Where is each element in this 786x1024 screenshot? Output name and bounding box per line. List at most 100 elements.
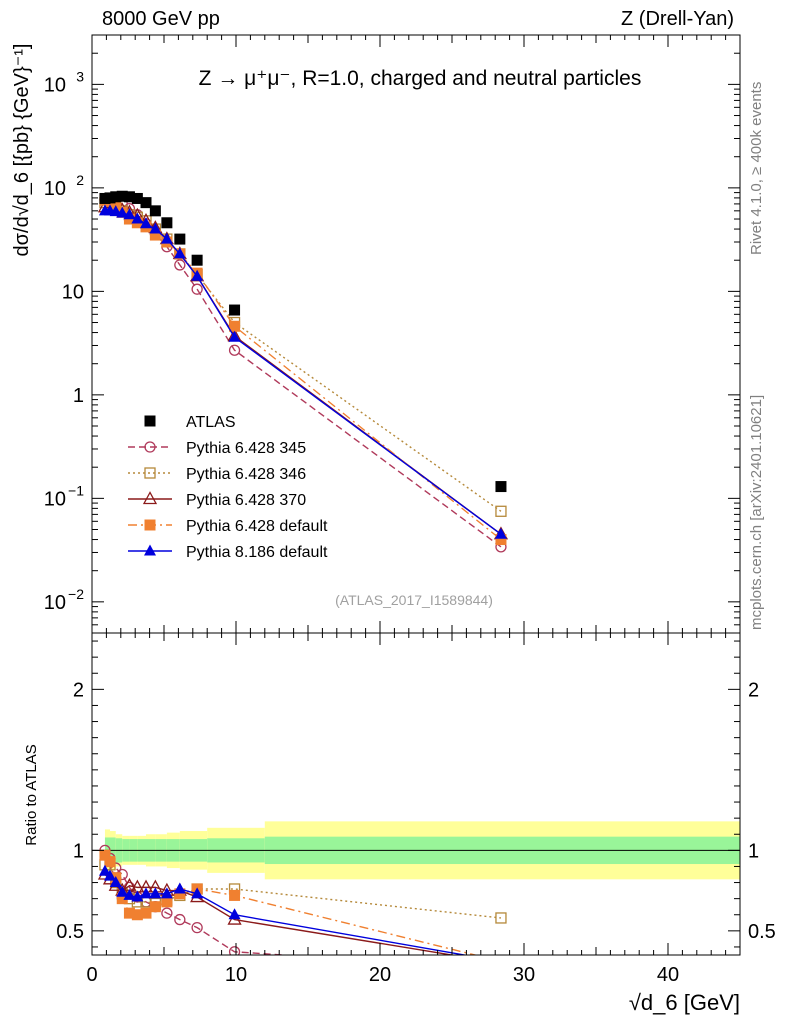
x-tick-label: 30 bbox=[513, 964, 535, 986]
legend-marker bbox=[142, 491, 158, 505]
series-line bbox=[104, 206, 502, 535]
legend-marker bbox=[144, 467, 156, 479]
series-line bbox=[104, 210, 502, 535]
data-point bbox=[123, 191, 135, 203]
data-point bbox=[116, 206, 129, 218]
ratio-frame bbox=[91, 632, 741, 956]
ratio-point bbox=[140, 907, 152, 919]
process-label: Z (Drell-Yan) bbox=[621, 8, 734, 30]
ratio-point bbox=[131, 890, 144, 902]
y-tick-label-exponent: −1 bbox=[68, 482, 84, 498]
y-tick-label: 10 bbox=[44, 592, 66, 614]
y-tick-label-exponent: 2 bbox=[76, 172, 84, 188]
data-point bbox=[495, 534, 507, 546]
ratio-y-tick-label-right: 0.5 bbox=[748, 921, 776, 943]
legend-label: Pythia 6.428 370 bbox=[186, 492, 306, 509]
y-tick-label: 1 bbox=[73, 385, 84, 407]
x-axis-label: √d_6 [GeV] bbox=[629, 990, 740, 1015]
ratio-point bbox=[140, 887, 152, 899]
ratio-y-tick-label: 1 bbox=[73, 840, 84, 862]
y-tick-label-exponent: −2 bbox=[68, 586, 84, 602]
ratio-point bbox=[116, 893, 128, 905]
legend-label: Pythia 6.428 default bbox=[186, 518, 328, 535]
ratio-point bbox=[123, 888, 136, 900]
x-tick-label: 0 bbox=[86, 964, 97, 986]
ratio-y-tick-label: 2 bbox=[73, 679, 84, 701]
data-point bbox=[104, 192, 116, 204]
data-point bbox=[494, 527, 507, 539]
data-point bbox=[495, 505, 507, 517]
y-tick-label: 10 bbox=[44, 74, 66, 96]
data-point bbox=[160, 232, 173, 244]
ratio-point bbox=[98, 864, 111, 876]
ratio-point bbox=[116, 885, 129, 897]
ratio-point bbox=[191, 887, 204, 899]
ratio-point bbox=[149, 901, 161, 913]
ratio-point bbox=[161, 907, 173, 919]
beam-label: 8000 GeV pp bbox=[102, 8, 220, 30]
data-point bbox=[131, 212, 144, 224]
data-point bbox=[116, 190, 128, 202]
ratio-point bbox=[161, 896, 173, 908]
ratio-point bbox=[228, 908, 241, 920]
data-point bbox=[228, 344, 241, 356]
ratio-point bbox=[149, 887, 162, 899]
ratio-point bbox=[174, 913, 186, 926]
legend-label: ATLAS bbox=[186, 414, 236, 431]
data-point bbox=[229, 304, 241, 316]
ratio-point bbox=[99, 849, 111, 861]
ratio-point bbox=[174, 888, 186, 900]
mcplots-label: mcplots.cern.ch [arXiv:2401.10621] bbox=[748, 394, 765, 630]
y-tick-label: 10 bbox=[44, 178, 66, 200]
x-tick-label: 10 bbox=[225, 964, 247, 986]
data-point bbox=[191, 254, 203, 266]
legend-marker bbox=[144, 519, 156, 531]
ratio-y-tick-label-right: 2 bbox=[748, 679, 759, 701]
data-point bbox=[110, 191, 122, 203]
data-point bbox=[140, 197, 152, 209]
x-tick-label: 20 bbox=[369, 964, 391, 986]
rivet-label: Rivet 4.1.0, ≥ 400k events bbox=[748, 81, 765, 255]
data-point bbox=[149, 229, 161, 241]
data-point bbox=[229, 320, 241, 332]
y-tick-label: 10 bbox=[62, 281, 84, 303]
ratio-point bbox=[229, 889, 241, 901]
ratio-y-tick-label-right: 1 bbox=[748, 840, 759, 862]
data-point bbox=[173, 247, 186, 259]
legend-marker bbox=[144, 544, 156, 556]
data-point bbox=[228, 330, 241, 342]
legend-marker bbox=[144, 415, 156, 427]
data-point bbox=[123, 208, 136, 220]
data-point bbox=[161, 217, 173, 229]
ratio-point bbox=[131, 909, 143, 921]
ratio-point bbox=[495, 912, 507, 924]
ratio-point bbox=[104, 869, 116, 881]
legend-label: Pythia 6.428 345 bbox=[186, 440, 306, 457]
series-line bbox=[104, 201, 502, 512]
legend-label: Pythia 8.186 default bbox=[186, 544, 328, 561]
y-axis-label: dσ/d√d_6 [{pb} {GeV}⁻¹] bbox=[11, 44, 33, 257]
data-point bbox=[191, 283, 203, 295]
ratio-point bbox=[104, 856, 116, 868]
ratio-point bbox=[228, 946, 241, 955]
data-point bbox=[149, 205, 161, 217]
ratio-point bbox=[109, 876, 122, 888]
ratio-y-axis-label: Ratio to ATLAS bbox=[23, 744, 40, 845]
y-tick-label-exponent: 3 bbox=[76, 68, 84, 84]
data-point bbox=[131, 192, 143, 204]
y-tick-label: 10 bbox=[44, 488, 66, 510]
data-point bbox=[140, 217, 152, 229]
x-tick-label: 40 bbox=[657, 964, 679, 986]
ratio-y-tick-label: 0.5 bbox=[56, 921, 84, 943]
legend-label: Pythia 6.428 346 bbox=[186, 466, 306, 483]
ratio-line bbox=[104, 849, 294, 955]
data-point bbox=[174, 233, 186, 245]
data-point bbox=[174, 259, 186, 271]
ratio-point bbox=[160, 887, 173, 899]
ratio-point bbox=[123, 907, 135, 919]
data-point bbox=[149, 222, 162, 234]
legend-marker bbox=[144, 441, 156, 453]
ratio-point bbox=[191, 921, 203, 934]
data-point bbox=[495, 481, 507, 493]
